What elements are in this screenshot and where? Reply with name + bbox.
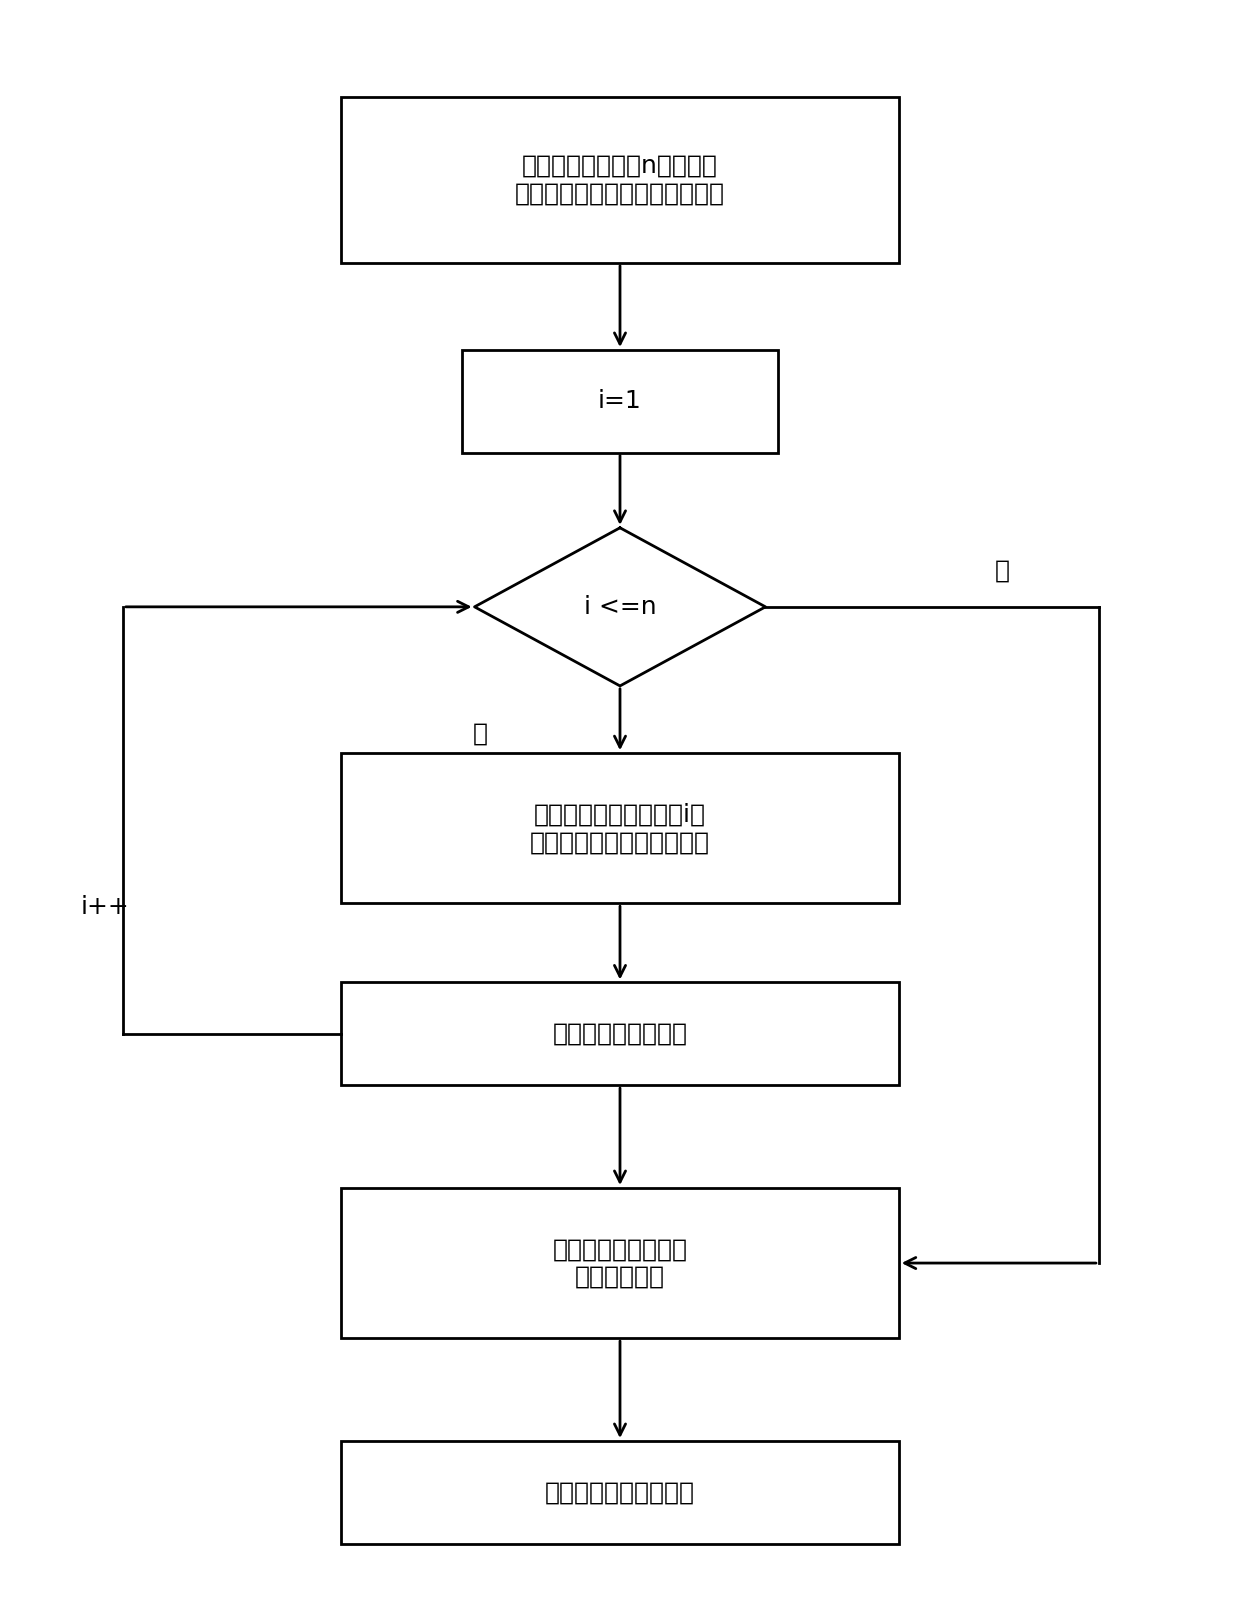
Text: i=1: i=1 xyxy=(598,389,642,414)
Bar xyxy=(463,349,777,452)
Text: 所有协议扫描完成，
手动设置拼接: 所有协议扫描完成， 手动设置拼接 xyxy=(553,1237,687,1289)
Text: 是: 是 xyxy=(474,721,489,745)
Text: 将大范围扫描分为n个扫描协
议，每个扫描协议对应一个定位: 将大范围扫描分为n个扫描协 议，每个扫描协议对应一个定位 xyxy=(515,154,725,206)
Text: 拼接完成得到最终图像: 拼接完成得到最终图像 xyxy=(546,1480,694,1504)
Text: 确认定位，启动扫描: 确认定位，启动扫描 xyxy=(553,1022,687,1046)
Polygon shape xyxy=(475,528,765,685)
Bar xyxy=(341,753,899,903)
Text: 通过定位框对扫描协议i设
定扫描范围，调整扫描参数: 通过定位框对扫描协议i设 定扫描范围，调整扫描参数 xyxy=(529,803,711,854)
Text: i <=n: i <=n xyxy=(584,595,656,619)
Bar xyxy=(341,1442,899,1543)
Bar xyxy=(341,983,899,1084)
Bar xyxy=(341,1187,899,1339)
Bar xyxy=(341,97,899,262)
Text: i++: i++ xyxy=(81,895,129,919)
Text: 否: 否 xyxy=(994,558,1009,582)
